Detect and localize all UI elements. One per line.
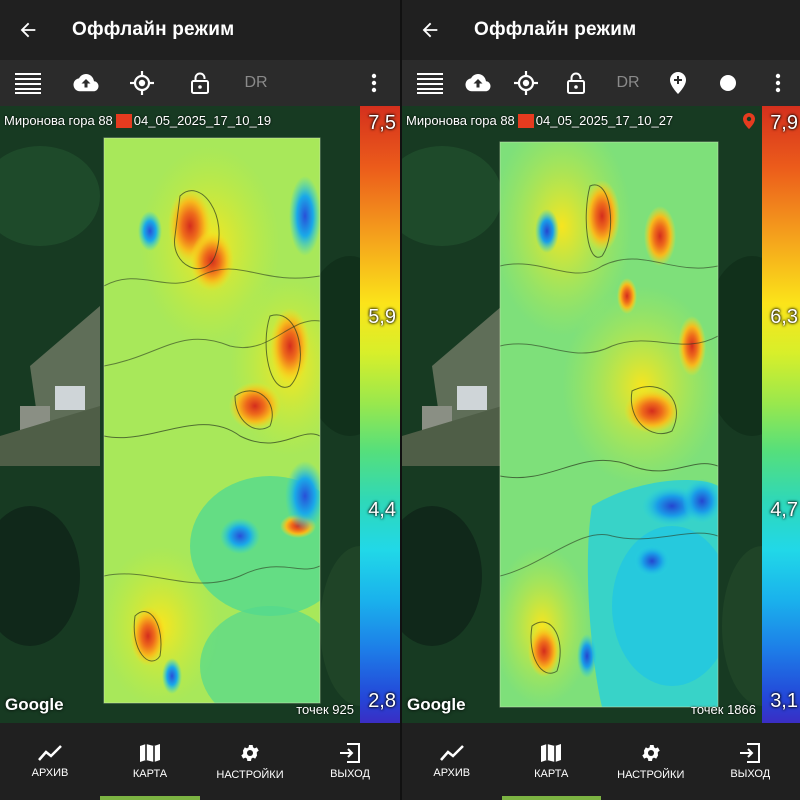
site-name: Миронова гора 88 bbox=[406, 113, 515, 128]
scale-lower: 4,4 bbox=[368, 499, 396, 521]
nav-settings-label: НАСТРОЙКИ bbox=[216, 769, 284, 781]
screen-left: Оффлайн режим DR bbox=[0, 0, 400, 800]
dr-button[interactable]: DR bbox=[608, 60, 648, 106]
gps-button[interactable] bbox=[506, 60, 546, 106]
page-title: Оффлайн режим bbox=[72, 19, 235, 40]
bottom-nav: АРХИВ КАРТА НАСТРОЙКИ ВЫХОД bbox=[402, 723, 800, 800]
points-count: точек 925 bbox=[296, 702, 354, 717]
screen-right: Оффлайн режим DR bbox=[400, 0, 800, 800]
menu-button[interactable] bbox=[8, 60, 48, 106]
more-options-button[interactable] bbox=[356, 60, 392, 106]
satellite-map bbox=[0, 106, 400, 723]
scale-max: 7,5 bbox=[368, 112, 396, 134]
menu-lines-icon bbox=[15, 73, 41, 94]
dr-button[interactable]: DR bbox=[236, 60, 276, 106]
nav-archive[interactable]: АРХИВ bbox=[0, 723, 100, 800]
page-title: Оффлайн режим bbox=[474, 19, 637, 40]
scale-upper: 5,9 bbox=[368, 306, 396, 328]
add-marker-icon bbox=[670, 72, 686, 94]
cloud-upload-icon bbox=[465, 74, 491, 92]
chart-line-icon bbox=[439, 745, 464, 761]
lock-open-icon bbox=[191, 72, 209, 94]
gear-icon bbox=[642, 745, 660, 761]
record-button[interactable] bbox=[708, 60, 748, 106]
map-icon bbox=[541, 744, 562, 762]
session-id: 04_05_2025_17_10_27 bbox=[535, 113, 674, 128]
menu-button[interactable] bbox=[410, 60, 450, 106]
site-name: Миронова гора 88 bbox=[4, 113, 113, 128]
lock-button[interactable] bbox=[180, 60, 220, 106]
record-indicator bbox=[517, 113, 534, 128]
bottom-nav: АРХИВ КАРТА НАСТРОЙКИ ВЫХОД bbox=[0, 723, 400, 800]
app-bar: Оффлайн режим bbox=[0, 0, 400, 60]
nav-map-label: КАРТА bbox=[132, 768, 168, 780]
map-view[interactable]: Миронова гора 88 04_05_2025_17_10_19 7,5… bbox=[0, 106, 400, 723]
scale-lower: 4,7 bbox=[770, 499, 798, 521]
map-info-line: Миронова гора 88 04_05_2025_17_10_27 bbox=[406, 113, 673, 128]
scale-max: 7,9 bbox=[770, 112, 798, 134]
chart-line-icon bbox=[38, 745, 62, 761]
more-vert-icon bbox=[775, 73, 781, 93]
scale-min: 3,1 bbox=[770, 690, 798, 712]
record-indicator bbox=[115, 113, 132, 128]
exit-icon bbox=[340, 743, 360, 763]
nav-settings[interactable]: НАСТРОЙКИ bbox=[601, 723, 701, 800]
value-scale: 7,9 6,3 4,7 3,1 bbox=[762, 106, 800, 723]
nav-archive-label: АРХИВ bbox=[433, 767, 471, 779]
nav-exit-label: ВЫХОД bbox=[730, 768, 771, 780]
map-toolbar: DR bbox=[0, 60, 400, 106]
add-marker-button[interactable] bbox=[658, 60, 698, 106]
app-bar: Оффлайн режим bbox=[402, 0, 800, 60]
menu-lines-icon bbox=[417, 73, 443, 94]
back-button[interactable] bbox=[0, 0, 56, 60]
exit-icon bbox=[740, 743, 761, 763]
google-logo: Google bbox=[5, 695, 64, 714]
upload-button[interactable] bbox=[66, 60, 106, 106]
session-id: 04_05_2025_17_10_19 bbox=[133, 113, 272, 128]
map-info-line: Миронова гора 88 04_05_2025_17_10_19 bbox=[4, 113, 271, 128]
scale-min: 2,8 bbox=[368, 690, 396, 712]
satellite-map bbox=[402, 106, 800, 723]
nav-map[interactable]: КАРТА bbox=[501, 723, 602, 800]
arrow-back-icon bbox=[422, 22, 438, 38]
more-options-button[interactable] bbox=[760, 60, 796, 106]
dr-label: DR bbox=[616, 74, 640, 91]
record-dot-icon bbox=[720, 75, 736, 91]
map-icon bbox=[140, 744, 160, 762]
nav-exit[interactable]: ВЫХОД bbox=[701, 723, 800, 800]
gps-target-icon bbox=[514, 71, 538, 95]
nav-archive-label: АРХИВ bbox=[31, 767, 69, 779]
nav-settings[interactable]: НАСТРОЙКИ bbox=[200, 723, 300, 800]
map-view[interactable]: Миронова гора 88 04_05_2025_17_10_27 7,9… bbox=[402, 106, 800, 723]
nav-exit[interactable]: ВЫХОД bbox=[300, 723, 400, 800]
nav-map-label: КАРТА bbox=[534, 768, 569, 780]
more-vert-icon bbox=[371, 73, 377, 93]
gps-target-icon bbox=[130, 71, 154, 95]
lock-open-icon bbox=[567, 72, 585, 94]
google-logo: Google bbox=[407, 695, 466, 714]
location-pin-icon bbox=[743, 113, 755, 129]
back-button[interactable] bbox=[402, 0, 458, 60]
lock-button[interactable] bbox=[556, 60, 596, 106]
nav-archive[interactable]: АРХИВ bbox=[402, 723, 502, 800]
arrow-back-icon bbox=[20, 22, 36, 38]
nav-settings-label: НАСТРОЙКИ bbox=[617, 769, 685, 781]
upload-button[interactable] bbox=[458, 60, 498, 106]
scale-upper: 6,3 bbox=[770, 306, 798, 328]
gps-button[interactable] bbox=[122, 60, 162, 106]
dr-label: DR bbox=[244, 74, 268, 91]
map-toolbar: DR bbox=[402, 60, 800, 106]
gear-icon bbox=[241, 745, 259, 761]
nav-exit-label: ВЫХОД bbox=[330, 768, 370, 780]
value-scale: 7,5 5,9 4,4 2,8 bbox=[360, 106, 400, 723]
cloud-upload-icon bbox=[73, 74, 99, 92]
nav-map[interactable]: КАРТА bbox=[100, 723, 200, 800]
points-count: точек 1866 bbox=[691, 702, 756, 717]
